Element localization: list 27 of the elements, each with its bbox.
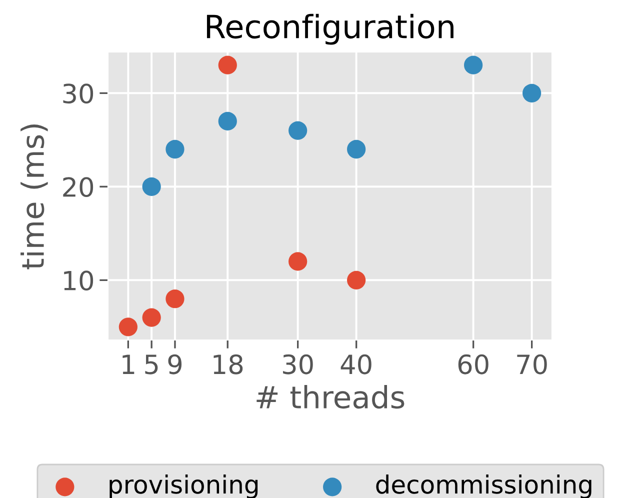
point xyxy=(218,56,237,74)
chart-title: Reconfiguration xyxy=(206,14,454,45)
x-tick-label: 5 xyxy=(145,354,158,374)
y-tick-label: 30 xyxy=(63,84,94,104)
x-tick-label: 1 xyxy=(122,354,134,374)
point xyxy=(347,270,366,290)
x-tick-label: 70 xyxy=(517,354,547,374)
x-tick-label: 40 xyxy=(340,354,372,374)
x-axis-title: # threads xyxy=(256,384,404,409)
point xyxy=(142,177,161,196)
y-axis-title: time (ms) xyxy=(20,124,48,270)
x-tick-label: 18 xyxy=(214,354,243,374)
y-tick-label: 10 xyxy=(64,270,94,291)
point xyxy=(166,140,184,159)
x-tick-label: 60 xyxy=(458,354,488,374)
y-tick-label: 20 xyxy=(63,177,94,198)
point xyxy=(118,318,138,336)
point xyxy=(288,121,308,140)
x-tick-label: 30 xyxy=(283,354,313,374)
point xyxy=(218,112,237,131)
point xyxy=(522,84,542,102)
point xyxy=(288,252,308,271)
x-tick-label: 9 xyxy=(168,354,182,374)
point xyxy=(166,290,184,308)
point xyxy=(142,308,161,327)
point xyxy=(464,56,483,74)
point xyxy=(347,140,366,159)
